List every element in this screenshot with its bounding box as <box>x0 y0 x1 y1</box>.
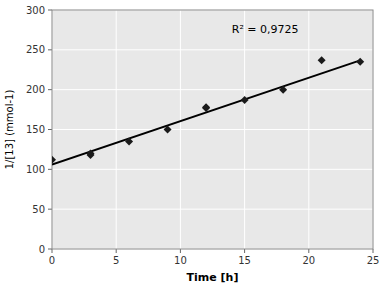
x-tick-label: 25 <box>367 255 380 266</box>
y-tick-label: 300 <box>26 5 45 16</box>
y-tick-label: 250 <box>26 44 45 55</box>
y-tick-label: 100 <box>26 164 45 175</box>
data-point <box>356 58 364 66</box>
y-grid-line <box>52 49 373 50</box>
x-tick <box>373 249 374 253</box>
data-point <box>52 156 56 164</box>
x-tick <box>180 249 181 253</box>
chart-svg: 0510152025050100150200250300R² = 0,9725T… <box>0 0 387 289</box>
data-point <box>125 137 133 145</box>
y-grid-line <box>52 89 373 90</box>
grid <box>52 10 373 249</box>
data-point <box>87 149 95 157</box>
y-tick <box>48 249 52 250</box>
data-point <box>202 104 210 112</box>
plot-frame <box>52 10 373 249</box>
y-grid-line <box>52 169 373 170</box>
x-tick <box>116 249 117 253</box>
x-tick <box>308 249 309 253</box>
y-tick <box>48 89 52 90</box>
x-tick-label: 20 <box>302 255 315 266</box>
data-point <box>279 86 287 94</box>
plot-background <box>52 10 373 249</box>
x-tick-label: 10 <box>174 255 187 266</box>
x-tick <box>244 249 245 253</box>
x-axis-label: Time [h] <box>187 271 239 284</box>
y-grid-line <box>52 209 373 210</box>
data-point <box>202 103 210 111</box>
y-tick-label: 50 <box>32 204 45 215</box>
x-tick-label: 15 <box>238 255 251 266</box>
y-tick-label: 0 <box>39 244 45 255</box>
y-tick <box>48 10 52 11</box>
y-tick <box>48 209 52 210</box>
y-tick-label: 200 <box>26 84 45 95</box>
y-tick <box>48 129 52 130</box>
y-grid-line <box>52 129 373 130</box>
data-point <box>241 96 249 104</box>
chart-container: 0510152025050100150200250300R² = 0,9725T… <box>0 0 387 289</box>
data-point <box>318 56 326 64</box>
y-tick <box>48 49 52 50</box>
x-tick <box>52 249 53 253</box>
data-point <box>164 126 172 134</box>
y-axis-label: 1/[13] (mmol-1) <box>4 90 15 170</box>
x-tick-label: 0 <box>49 255 55 266</box>
x-tick-label: 5 <box>113 255 119 266</box>
trend-line <box>52 60 360 164</box>
annotation: R² = 0,9725 <box>232 23 299 36</box>
y-tick <box>48 169 52 170</box>
y-tick-label: 150 <box>26 124 45 135</box>
data-group <box>52 56 364 164</box>
